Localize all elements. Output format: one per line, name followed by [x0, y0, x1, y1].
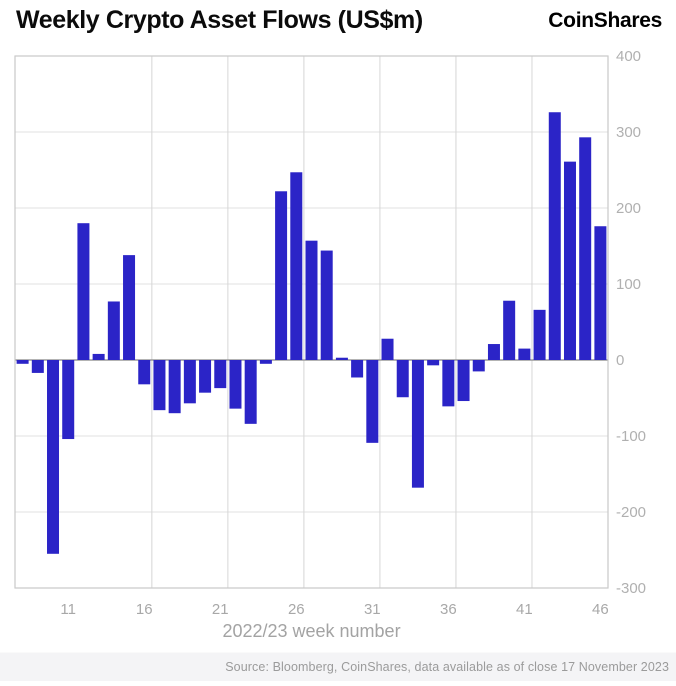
- x-tick-label-31: 31: [364, 601, 381, 618]
- bar-week-24: [259, 360, 272, 364]
- bar-week-13: [92, 353, 105, 360]
- x-tick-label-46: 46: [592, 601, 609, 618]
- bar-week-43: [548, 112, 561, 361]
- source-note: Source: Bloomberg, CoinShares, data avai…: [225, 660, 669, 674]
- bar-week-38: [472, 360, 485, 372]
- bar-week-25: [275, 191, 288, 360]
- bar-week-27: [305, 240, 318, 360]
- bar-week-46: [594, 226, 607, 360]
- bar-week-15: [123, 255, 136, 360]
- bar-week-28: [320, 250, 333, 360]
- bar-week-12: [77, 223, 90, 360]
- bar-week-23: [244, 360, 257, 424]
- y-tick-label-0: 0: [616, 352, 624, 369]
- x-tick-label-21: 21: [212, 601, 229, 618]
- bar-week-30: [351, 360, 364, 378]
- bar-week-41: [518, 348, 531, 360]
- bar-week-35: [427, 360, 440, 366]
- bar-week-34: [411, 360, 424, 488]
- bar-week-33: [396, 360, 409, 398]
- bar-week-29: [335, 357, 348, 360]
- y-tick-label-200: 200: [616, 200, 641, 217]
- bar-week-8: [16, 360, 29, 364]
- bar-week-17: [153, 360, 166, 411]
- plot-border: [14, 55, 609, 589]
- coinshares-logo: CoinShares: [548, 9, 662, 32]
- y-tick-label--200: -200: [616, 504, 646, 521]
- bar-week-39: [487, 344, 500, 360]
- x-tick-label-11: 11: [60, 601, 76, 618]
- bar-week-37: [457, 360, 470, 402]
- bar-week-26: [290, 172, 303, 360]
- bar-week-14: [107, 301, 120, 360]
- bar-week-16: [138, 360, 151, 385]
- y-tick-label-400: 400: [616, 48, 641, 65]
- x-tick-label-36: 36: [440, 601, 457, 618]
- bar-week-10: [47, 360, 60, 554]
- footer-band: Source: Bloomberg, CoinShares, data avai…: [0, 652, 676, 681]
- bar-week-42: [533, 309, 546, 360]
- x-axis-title: 2022/23 week number: [222, 621, 401, 641]
- bar-week-20: [199, 360, 212, 393]
- y-tick-label-300: 300: [616, 124, 641, 141]
- y-tick-label--300: -300: [616, 580, 646, 597]
- y-tick-label-100: 100: [616, 276, 641, 293]
- x-tick-label-41: 41: [516, 601, 533, 618]
- x-tick-label-16: 16: [136, 601, 153, 618]
- x-tick-label-26: 26: [288, 601, 305, 618]
- bar-week-19: [183, 360, 196, 404]
- bar-week-21: [214, 360, 227, 389]
- page-title: Weekly Crypto Asset Flows (US$m): [16, 6, 423, 34]
- bar-week-22: [229, 360, 242, 409]
- bar-week-45: [579, 137, 592, 360]
- bar-week-40: [503, 300, 516, 360]
- bar-week-44: [563, 161, 576, 360]
- bar-week-11: [62, 360, 75, 440]
- bar-week-36: [442, 360, 455, 407]
- bar-week-32: [381, 338, 394, 360]
- bar-week-31: [366, 360, 379, 443]
- y-tick-label--100: -100: [616, 428, 646, 445]
- bar-week-18: [168, 360, 181, 414]
- bar-week-9: [31, 360, 44, 373]
